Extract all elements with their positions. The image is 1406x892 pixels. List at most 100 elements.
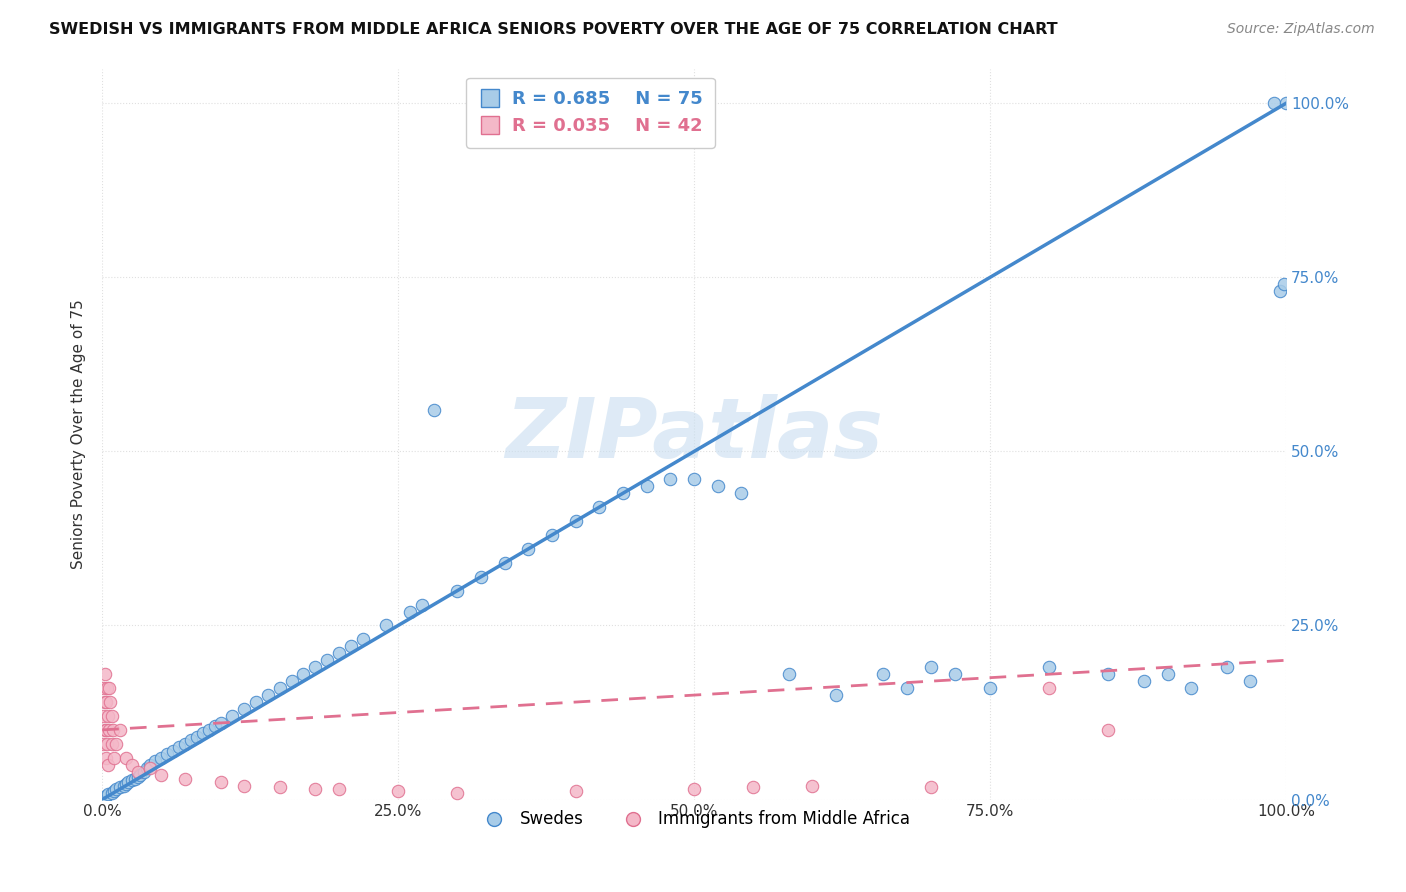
Point: [245, 695, 267, 709]
Point: [98, 723, 121, 737]
Point: [706, 479, 728, 493]
Point: [115, 777, 138, 791]
Point: [93, 723, 115, 737]
Point: [93, 695, 115, 709]
Point: [399, 605, 422, 619]
Point: [659, 472, 682, 486]
Point: [156, 747, 179, 762]
Point: [920, 780, 942, 794]
Point: [93, 709, 115, 723]
Point: [446, 583, 468, 598]
Point: [896, 681, 918, 695]
Point: [1038, 681, 1060, 695]
Point: [304, 782, 326, 797]
Point: [100, 737, 122, 751]
Point: [1097, 667, 1119, 681]
Text: ZIPatlas: ZIPatlas: [505, 393, 883, 475]
Point: [94, 695, 117, 709]
Point: [316, 653, 339, 667]
Point: [127, 770, 149, 784]
Text: SWEDISH VS IMMIGRANTS FROM MIDDLE AFRICA SENIORS POVERTY OVER THE AGE OF 75 CORR: SWEDISH VS IMMIGRANTS FROM MIDDLE AFRICA…: [49, 22, 1057, 37]
Point: [145, 754, 167, 768]
Point: [1156, 667, 1178, 681]
Point: [422, 402, 444, 417]
Point: [742, 780, 765, 794]
Point: [683, 782, 706, 797]
Point: [825, 688, 848, 702]
Point: [340, 640, 363, 654]
Point: [121, 772, 143, 787]
Point: [778, 667, 800, 681]
Point: [683, 472, 706, 486]
Point: [209, 775, 232, 789]
Point: [174, 772, 197, 786]
Point: [108, 723, 131, 737]
Point: [94, 789, 117, 803]
Point: [100, 786, 122, 800]
Point: [93, 737, 115, 751]
Point: [1133, 674, 1156, 689]
Point: [138, 761, 160, 775]
Point: [112, 779, 135, 793]
Point: [1216, 660, 1239, 674]
Point: [328, 646, 350, 660]
Point: [103, 784, 125, 798]
Point: [375, 618, 398, 632]
Point: [97, 787, 120, 801]
Point: [162, 744, 184, 758]
Point: [97, 709, 120, 723]
Point: [96, 737, 118, 751]
Point: [105, 782, 128, 797]
Point: [280, 674, 302, 689]
Point: [100, 695, 122, 709]
Point: [129, 768, 152, 782]
Point: [117, 775, 139, 789]
Point: [636, 479, 658, 493]
Point: [801, 779, 824, 793]
Point: [105, 737, 128, 751]
Point: [93, 667, 115, 681]
Point: [127, 764, 149, 779]
Point: [612, 486, 634, 500]
Point: [136, 761, 159, 775]
Point: [121, 757, 143, 772]
Point: [304, 660, 326, 674]
Point: [100, 709, 122, 723]
Point: [209, 715, 232, 730]
Point: [872, 667, 894, 681]
Point: [387, 784, 409, 798]
Y-axis label: Seniors Poverty Over the Age of 75: Seniors Poverty Over the Age of 75: [72, 299, 86, 569]
Point: [564, 514, 586, 528]
Point: [1268, 285, 1291, 299]
Point: [108, 780, 131, 794]
Point: [588, 500, 610, 515]
Point: [269, 780, 291, 794]
Point: [115, 750, 138, 764]
Point: [517, 541, 540, 556]
Point: [98, 681, 121, 695]
Legend: Swedes, Immigrants from Middle Africa: Swedes, Immigrants from Middle Africa: [471, 804, 917, 835]
Point: [1275, 96, 1298, 111]
Text: Source: ZipAtlas.com: Source: ZipAtlas.com: [1227, 22, 1375, 37]
Point: [167, 740, 190, 755]
Point: [1272, 277, 1295, 292]
Point: [97, 757, 120, 772]
Point: [269, 681, 291, 695]
Point: [204, 719, 226, 733]
Point: [96, 681, 118, 695]
Point: [328, 782, 350, 797]
Point: [150, 768, 173, 782]
Point: [103, 750, 125, 764]
Point: [920, 660, 942, 674]
Point: [124, 772, 146, 786]
Point: [93, 681, 115, 695]
Point: [1239, 674, 1261, 689]
Point: [257, 688, 280, 702]
Point: [138, 757, 160, 772]
Point: [541, 528, 564, 542]
Point: [494, 556, 516, 570]
Point: [233, 779, 256, 793]
Point: [197, 723, 219, 737]
Point: [101, 723, 124, 737]
Point: [174, 737, 197, 751]
